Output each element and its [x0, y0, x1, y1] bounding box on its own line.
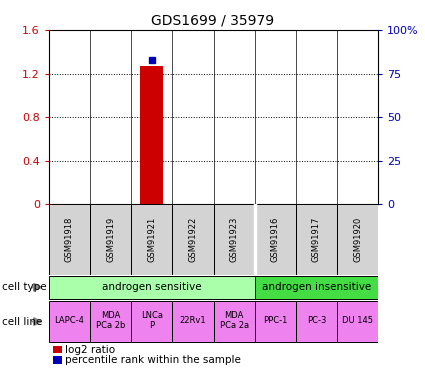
Text: PPC-1: PPC-1 — [263, 316, 287, 325]
Text: GSM91921: GSM91921 — [147, 217, 156, 262]
Bar — [131, 204, 173, 274]
Bar — [255, 301, 296, 342]
Text: GSM91920: GSM91920 — [353, 217, 362, 262]
Text: androgen insensitive: androgen insensitive — [262, 282, 371, 292]
Text: percentile rank within the sample: percentile rank within the sample — [65, 356, 241, 365]
Text: LAPC-4: LAPC-4 — [54, 316, 85, 325]
Bar — [255, 276, 378, 299]
Bar — [337, 301, 378, 342]
Bar — [173, 204, 213, 274]
Text: LNCa
P: LNCa P — [141, 311, 163, 330]
Bar — [90, 301, 131, 342]
Text: MDA
PCa 2a: MDA PCa 2a — [220, 311, 249, 330]
Bar — [141, 66, 163, 204]
Bar — [255, 204, 296, 274]
Text: GSM91922: GSM91922 — [188, 217, 198, 262]
Bar — [49, 276, 255, 299]
Text: 22Rv1: 22Rv1 — [180, 316, 206, 325]
Bar — [296, 301, 337, 342]
Text: log2 ratio: log2 ratio — [65, 345, 115, 355]
Bar — [213, 204, 255, 274]
Text: GSM91919: GSM91919 — [106, 217, 115, 262]
Text: GSM91917: GSM91917 — [312, 217, 321, 262]
Text: cell type: cell type — [2, 282, 47, 292]
Bar — [213, 301, 255, 342]
Text: GSM91923: GSM91923 — [230, 217, 239, 262]
Text: GSM91918: GSM91918 — [65, 217, 74, 262]
Text: cell line: cell line — [2, 316, 42, 327]
Bar — [296, 204, 337, 274]
Bar — [49, 301, 90, 342]
Text: PC-3: PC-3 — [307, 316, 326, 325]
Text: GSM91916: GSM91916 — [271, 217, 280, 262]
Text: MDA
PCa 2b: MDA PCa 2b — [96, 311, 125, 330]
Bar — [90, 204, 131, 274]
Bar — [131, 301, 173, 342]
Bar — [337, 204, 378, 274]
Bar — [173, 301, 213, 342]
Text: DU 145: DU 145 — [342, 316, 373, 325]
Text: GDS1699 / 35979: GDS1699 / 35979 — [151, 13, 274, 27]
Bar — [49, 204, 90, 274]
Text: androgen sensitive: androgen sensitive — [102, 282, 201, 292]
